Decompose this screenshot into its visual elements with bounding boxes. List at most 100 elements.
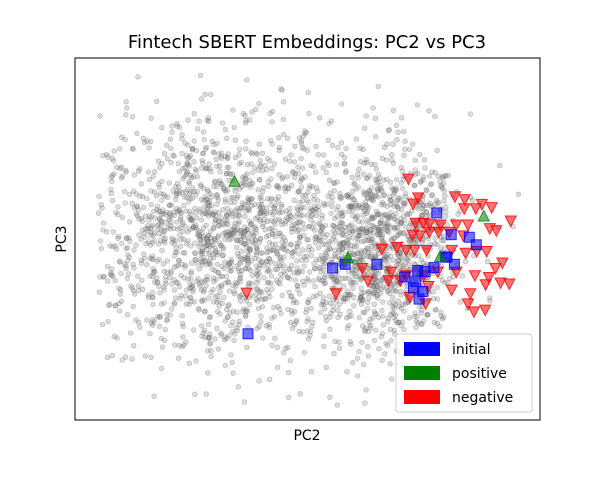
background-point [304,237,310,243]
background-point [424,188,430,194]
background-point [322,306,328,312]
background-point [413,318,420,324]
background-point [242,120,249,126]
background-point [198,165,205,171]
background-point [285,216,291,222]
background-point [182,194,188,200]
background-point [276,210,282,216]
background-point [222,196,229,202]
series-points [228,173,518,340]
background-point [313,185,320,191]
background-point [215,293,221,299]
background-point [212,248,219,254]
point-negative [494,277,507,290]
background-point [419,213,425,219]
background-point [436,323,443,330]
background-point [421,157,428,163]
background-point [151,268,158,274]
background-point [284,274,291,280]
background-point [348,203,354,209]
background-point [194,227,200,233]
background-point [172,249,179,256]
background-point [418,307,425,313]
background-point [415,170,421,177]
background-point [305,237,311,243]
background-point [179,343,185,350]
point-negative [402,173,415,186]
background-point [304,276,311,282]
background-point [272,221,278,228]
background-point [183,241,190,247]
background-point [156,241,162,247]
background-point [300,221,306,227]
background-point [376,211,382,217]
background-point [227,232,233,238]
background-point [352,252,358,258]
background-point [267,256,273,262]
background-point [148,214,154,220]
background-point [297,291,303,297]
background-point [97,274,103,280]
background-point [183,171,190,178]
background-point [108,186,114,193]
background-point [255,167,261,173]
background-point [302,128,308,134]
background-point [191,138,197,144]
background-point [206,203,212,209]
background-point [363,159,370,166]
point-initial [371,258,383,270]
background-point [356,218,362,225]
background-point [382,212,388,218]
background-point [393,176,400,183]
background-point [253,226,260,233]
background-point [197,206,203,212]
background-point [210,225,217,232]
background-point [244,171,251,177]
point-negative [406,198,420,211]
background-point [425,312,431,318]
background-point [320,301,326,308]
background-point [265,262,271,269]
background-point [151,237,157,244]
background-point [239,229,245,236]
background-point [236,268,242,275]
background-point [185,155,191,162]
background-point [202,334,208,341]
background-point [326,177,333,183]
background-point [353,136,360,142]
background-point [429,169,435,175]
background-point [277,230,283,236]
background-point [117,287,124,293]
background-point [236,218,243,225]
background-point [171,209,177,215]
background-point [343,145,349,152]
background-point [374,187,381,193]
background-point [177,188,183,194]
background-point [355,233,361,239]
background-point [391,203,397,209]
background-point [304,212,311,218]
background-point [184,170,190,176]
background-point [285,306,291,313]
background-point [361,289,367,296]
background-point [276,194,282,200]
background-point [395,195,401,201]
background-point [234,226,241,232]
background-point [250,169,256,176]
background-point [279,209,285,216]
point-negative [457,203,471,216]
background-point [385,256,391,262]
background-point [248,196,255,202]
background-point [108,190,115,197]
background-point [283,208,289,214]
background-point [378,286,385,292]
background-point [169,281,175,287]
background-point [396,253,402,259]
background-point [139,286,146,292]
background-point [301,349,308,356]
background-point [155,226,161,232]
background-point [180,236,187,242]
background-point [196,307,202,313]
background-point [432,170,438,176]
background-point [359,290,365,296]
